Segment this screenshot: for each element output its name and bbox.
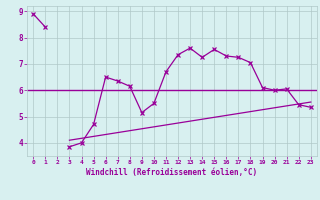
- X-axis label: Windchill (Refroidissement éolien,°C): Windchill (Refroidissement éolien,°C): [86, 168, 258, 177]
